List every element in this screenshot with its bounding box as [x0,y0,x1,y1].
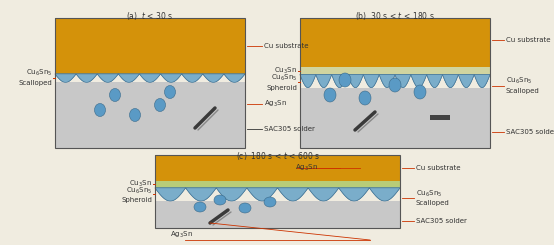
Text: $\mathrm{Cu_6Sn_5}$: $\mathrm{Cu_6Sn_5}$ [416,188,443,198]
Polygon shape [155,188,400,201]
Text: (a)  $t$ < 30 s: (a) $t$ < 30 s [126,10,174,22]
Bar [55,18,245,74]
Polygon shape [300,74,490,87]
Ellipse shape [214,195,226,205]
Text: $\mathrm{Cu_6Sn_5}$: $\mathrm{Cu_6Sn_5}$ [25,68,52,78]
Bar [300,67,490,74]
Text: Cu substrate: Cu substrate [506,37,551,43]
Text: SAC305 solder: SAC305 solder [264,125,315,132]
Text: Scalloped: Scalloped [416,200,450,207]
Text: SAC305 solder: SAC305 solder [416,218,467,224]
Text: $\mathrm{Cu_3Sn}$: $\mathrm{Cu_3Sn}$ [274,66,297,76]
Bar [155,181,400,188]
Bar [300,18,490,67]
Text: (b)  30 s < $t$ < 180 s: (b) 30 s < $t$ < 180 s [355,10,435,22]
Bar [155,155,400,181]
Text: Scalloped: Scalloped [18,80,52,86]
Text: $\mathrm{Cu_6Sn_5}$: $\mathrm{Cu_6Sn_5}$ [270,73,297,84]
Text: Scalloped: Scalloped [506,88,540,94]
Ellipse shape [414,85,426,99]
Bar [300,87,490,148]
Text: $\mathrm{Cu_6Sn_5}$: $\mathrm{Cu_6Sn_5}$ [506,76,532,86]
Ellipse shape [194,202,206,212]
Polygon shape [155,188,400,201]
Ellipse shape [264,197,276,207]
Polygon shape [55,74,245,82]
Bar [155,155,400,228]
Polygon shape [300,74,490,87]
Bar [300,18,490,148]
Polygon shape [55,74,245,82]
Ellipse shape [130,109,141,122]
Ellipse shape [165,86,176,98]
Ellipse shape [339,73,351,87]
Text: Spheroid: Spheroid [266,85,297,91]
Text: SAC305 solder: SAC305 solder [506,129,554,135]
Ellipse shape [110,88,121,101]
Ellipse shape [239,203,251,213]
Text: (c)  180 s < $t$ < 600 s: (c) 180 s < $t$ < 600 s [235,150,320,162]
Text: $\mathrm{Cu_3Sn}$: $\mathrm{Cu_3Sn}$ [129,179,152,189]
Text: Ag$_3$Sn: Ag$_3$Sn [264,99,287,109]
Bar [55,18,245,148]
Text: Ag$_3$Sn: Ag$_3$Sn [295,163,318,173]
Text: $\mathrm{Cu_6Sn_5}$: $\mathrm{Cu_6Sn_5}$ [126,185,152,196]
Ellipse shape [95,103,105,117]
Text: Cu substrate: Cu substrate [416,165,460,171]
Ellipse shape [389,78,401,92]
Bar [155,201,400,228]
Ellipse shape [324,88,336,102]
Text: Spheroid: Spheroid [121,197,152,203]
Ellipse shape [359,91,371,105]
Text: Cu substrate: Cu substrate [264,43,309,49]
Text: Ag$_3$Sn: Ag$_3$Sn [170,230,193,240]
Bar [55,82,245,148]
Ellipse shape [155,98,166,111]
Bar [430,115,450,120]
